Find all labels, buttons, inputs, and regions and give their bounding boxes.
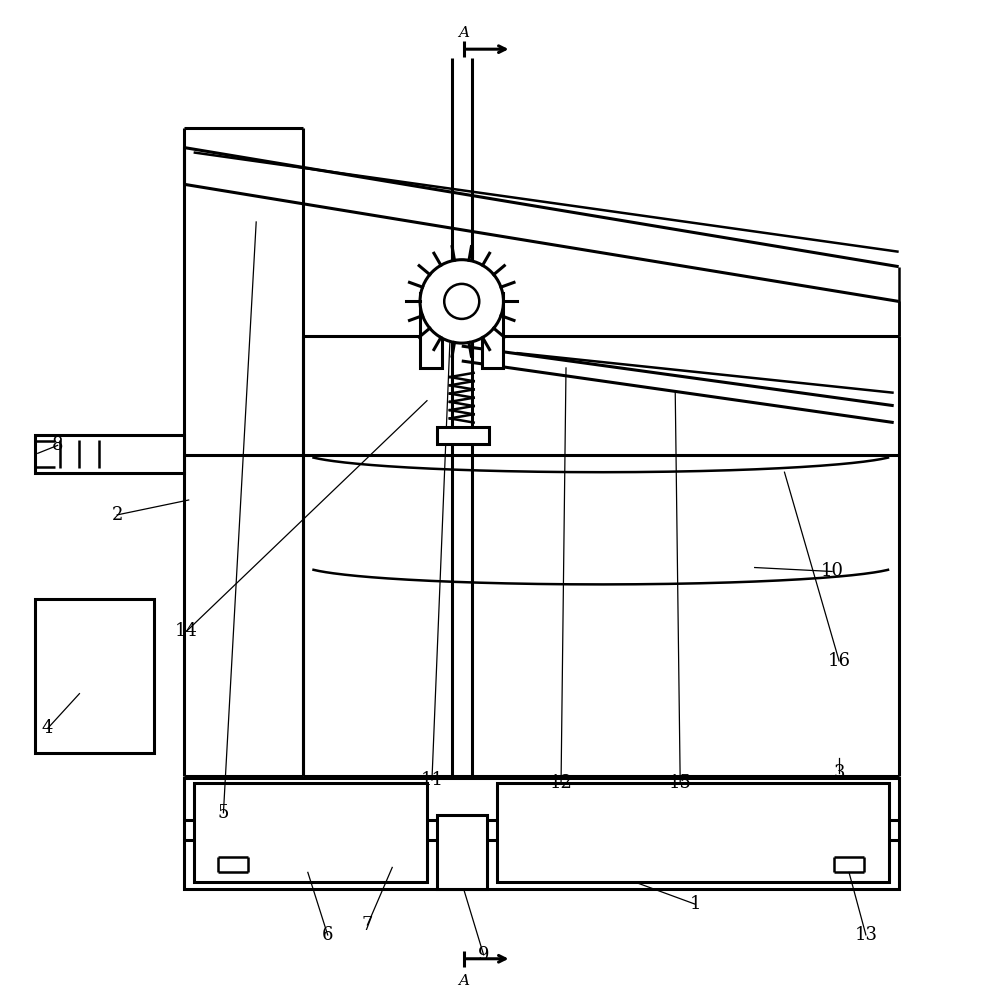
Text: A: A [458,26,470,40]
Text: 3: 3 [833,764,845,782]
Bar [35,599,154,753]
Text: 9: 9 [478,946,490,964]
Text: 4: 4 [42,719,54,737]
Text: 8: 8 [52,436,64,454]
Text: 1: 1 [689,895,701,913]
Text: 5: 5 [217,804,229,822]
Text: 2: 2 [111,506,123,524]
Text: 12: 12 [549,774,573,792]
Text: 13: 13 [854,926,878,944]
Bar [437,427,489,444]
Bar [194,783,427,882]
Bar [482,293,503,368]
Text: A: A [458,974,470,988]
Text: 15: 15 [668,774,692,792]
Bar [437,815,487,889]
Circle shape [444,284,480,319]
Text: 6: 6 [322,926,334,944]
Bar [35,435,184,473]
Circle shape [420,260,503,343]
Text: 14: 14 [175,622,199,640]
Text: 7: 7 [361,916,373,934]
Text: 16: 16 [827,652,851,670]
Text: 10: 10 [820,562,844,580]
Bar [184,778,899,889]
Bar [496,783,889,882]
Text: 11: 11 [420,771,444,789]
Bar [420,293,442,368]
